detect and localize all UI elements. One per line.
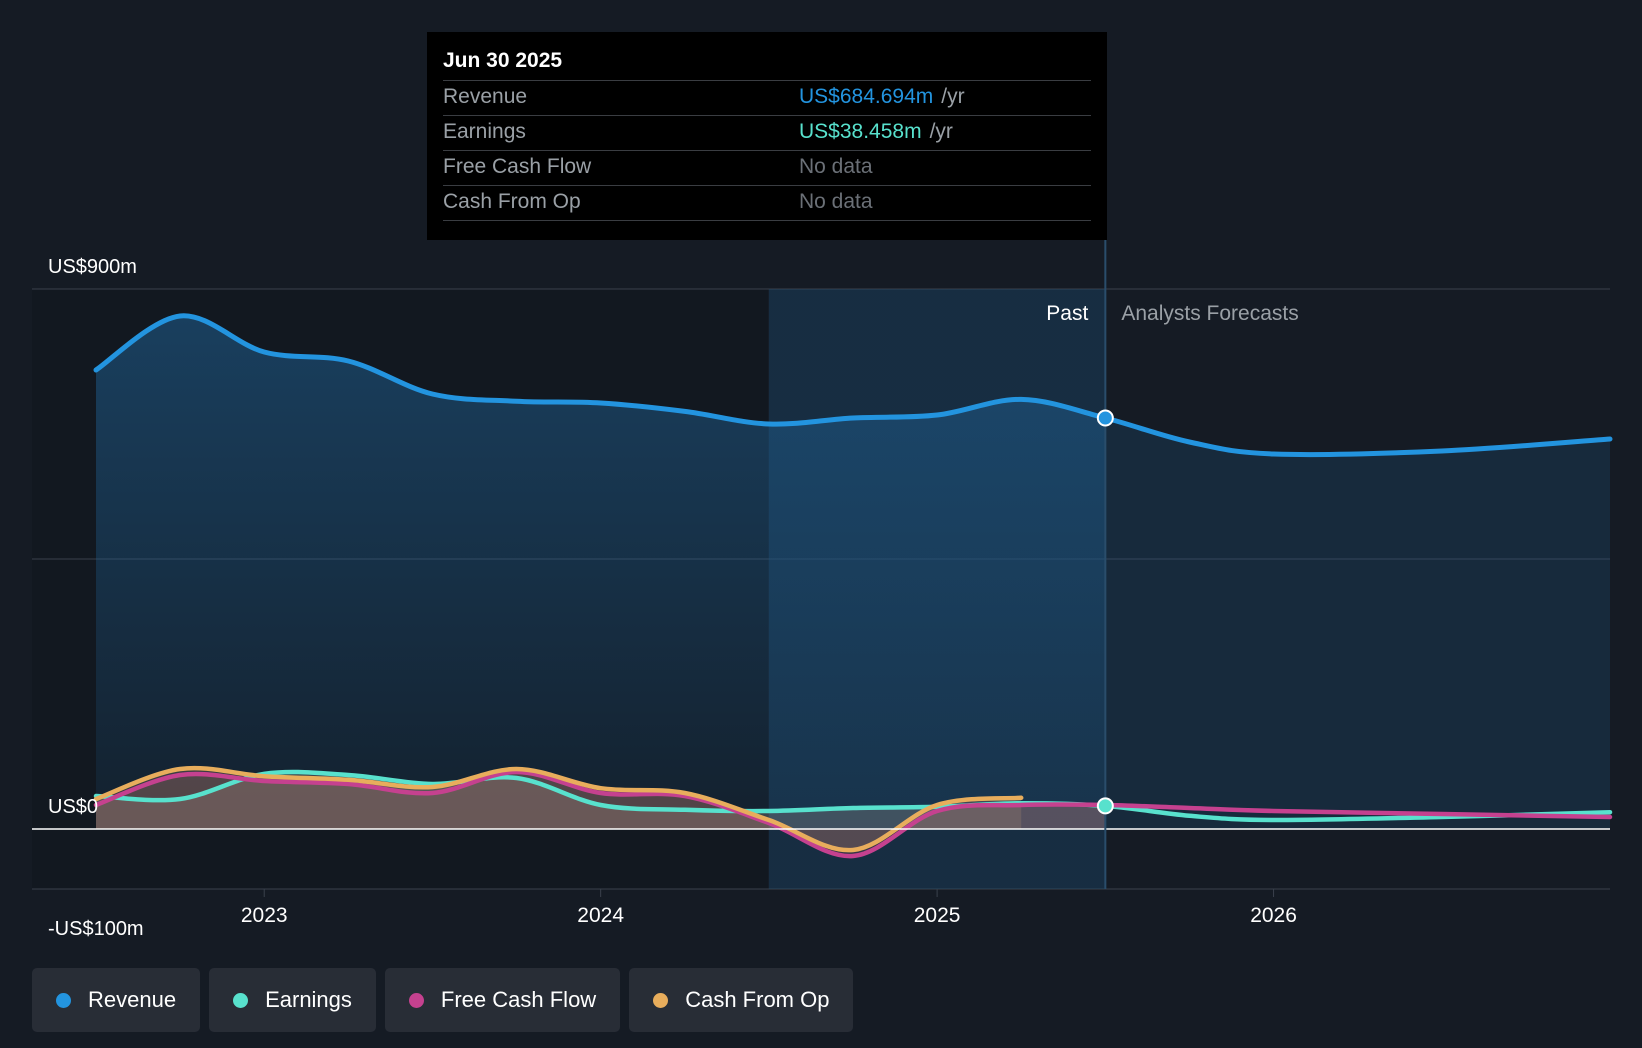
tooltip-date: Jun 30 2025: [443, 49, 563, 72]
forecast-label: Analysts Forecasts: [1121, 302, 1298, 325]
tooltip-unit-earnings: /yr: [929, 120, 953, 143]
x-axis-label-2024: 2024: [577, 904, 624, 927]
line-cash-from-op: [93, 765, 1024, 853]
tooltip-row-revenue: Revenue US$684.694m /yr: [443, 80, 1091, 115]
legend: Revenue Earnings Free Cash Flow Cash Fro…: [32, 968, 854, 1032]
y-axis-label-0: US$900m: [48, 256, 137, 278]
area-free-cash-flow: [96, 772, 1106, 857]
tooltip-label-cash-from-op: Cash From Op: [443, 190, 581, 213]
marker-revenue: [1096, 409, 1114, 427]
past-label: Past: [1046, 302, 1088, 325]
legend-label-revenue: Revenue: [88, 987, 177, 1012]
x-axis-label-2023: 2023: [241, 904, 288, 927]
y-axis-label-1: US$0: [48, 796, 98, 818]
y-axis-label-2: -US$100m: [48, 918, 144, 940]
legend-item-revenue[interactable]: Revenue: [32, 968, 201, 1032]
x-axis-label-2026: 2026: [1250, 904, 1297, 927]
legend-item-free-cash-flow[interactable]: Free Cash Flow: [384, 968, 621, 1032]
legend-item-cash-from-op[interactable]: Cash From Op: [629, 968, 854, 1032]
legend-item-earnings[interactable]: Earnings: [209, 968, 376, 1032]
tooltip-value-earnings: US$38.458m: [799, 120, 922, 143]
tooltip-row-cash-from-op: Cash From Op No data: [443, 185, 1091, 221]
tooltip-unit-revenue: /yr: [941, 85, 965, 108]
legend-label-cash-from-op: Cash From Op: [685, 987, 830, 1012]
legend-label-free-cash-flow: Free Cash Flow: [440, 987, 597, 1012]
tooltip-value-free-cash-flow: No data: [799, 155, 873, 178]
marker-earnings: [1096, 797, 1114, 815]
legend-label-earnings: Earnings: [265, 987, 352, 1012]
line-revenue: [93, 313, 1613, 458]
tooltip-label-free-cash-flow: Free Cash Flow: [443, 155, 592, 178]
area-forecast-revenue: [1105, 418, 1610, 829]
tooltip-value-cash-from-op: No data: [799, 190, 873, 213]
tooltip-row-earnings: Earnings US$38.458m /yr: [443, 115, 1091, 150]
area-cash-from-op: [96, 768, 1022, 851]
line-earnings: [93, 769, 1613, 823]
tooltip-value-revenue: US$684.694m: [799, 85, 934, 108]
legend-dot-revenue: [56, 992, 71, 1008]
area-revenue: [96, 315, 1106, 829]
line-free-cash-flow: [93, 769, 1613, 859]
legend-dot-earnings: [233, 992, 249, 1008]
tooltip-label-earnings: Earnings: [443, 120, 526, 143]
tooltip: Jun 30 2025 Revenue US$684.694m /yr Earn…: [427, 32, 1107, 240]
tooltip-row-free-cash-flow: Free Cash Flow No data: [443, 150, 1091, 185]
legend-dot-cash-from-op: [653, 992, 669, 1008]
tooltip-label-revenue: Revenue: [443, 85, 528, 108]
legend-dot-free-cash-flow: [408, 992, 424, 1008]
x-axis-label-2025: 2025: [914, 904, 961, 927]
